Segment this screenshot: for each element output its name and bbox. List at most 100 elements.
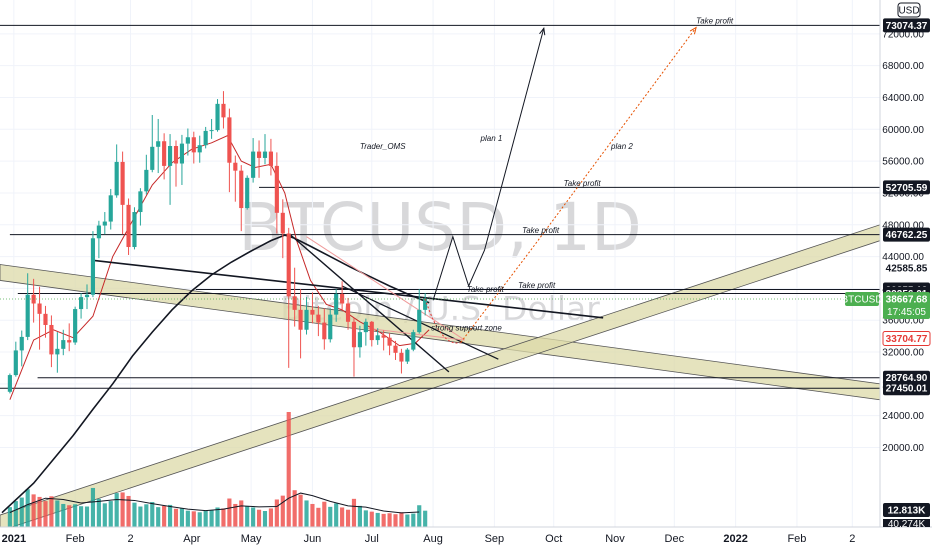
time-tick-label: Nov (605, 533, 625, 545)
candle-body (132, 212, 137, 248)
volume-bar (292, 490, 297, 527)
price-tag-label: 27450.01 (886, 384, 928, 395)
pullback-path (424, 298, 461, 344)
volume-bar (310, 503, 315, 527)
annotation-label: plan 1 (480, 134, 503, 143)
volume-bar (126, 495, 131, 527)
volume-bar (43, 501, 48, 527)
volume-bar (197, 512, 202, 527)
candle-body (173, 146, 179, 164)
volume-bar (79, 506, 84, 527)
candle-body (144, 169, 149, 192)
time-tick-label: May (241, 533, 262, 545)
price-tag-label: 73074.37 (886, 21, 928, 32)
candle-body (233, 162, 238, 171)
candle-body (90, 238, 96, 295)
candle-body (25, 294, 30, 337)
candle-body (114, 161, 119, 196)
candle-body (345, 303, 351, 322)
price-tag-box (883, 227, 930, 242)
candle-body (185, 137, 190, 144)
annotations: Take profit Take profit Take profit Take pr… (431, 17, 734, 333)
candle-body (227, 117, 232, 163)
candle-body (138, 191, 143, 213)
volume-bar (245, 506, 250, 527)
volume-bar (334, 503, 339, 527)
current-price-label: 38667.68 (886, 294, 928, 305)
candle-body (61, 340, 66, 349)
time-tick-label: 2 (127, 533, 133, 545)
volume-bar (209, 510, 214, 527)
volume-bar (298, 494, 303, 527)
projection-paths (424, 26, 697, 344)
volume-bar (25, 489, 30, 527)
candle-body (262, 151, 268, 158)
plan2-path (460, 27, 697, 343)
candle-body (286, 233, 291, 297)
time-tick-label: Oct (545, 533, 562, 545)
candle-body (304, 309, 309, 330)
currency-badge[interactable]: USD (897, 2, 921, 18)
candle-body (245, 177, 250, 209)
author-label: Trader_OMS (360, 142, 406, 151)
volume-bar (55, 500, 60, 527)
candle-body (209, 130, 214, 132)
volume-bar (357, 505, 362, 527)
volume-bar (393, 514, 398, 527)
watermark-title: BTCUSD, 1D (238, 189, 642, 266)
candle-body (67, 340, 72, 343)
candle-body (73, 309, 78, 343)
price-tag-label: 46762.25 (886, 230, 928, 241)
candle-body (215, 103, 220, 131)
fan-line (306, 236, 465, 341)
price-tag-label: 28764.90 (886, 373, 928, 384)
price-tick-label: 44000.00 (882, 252, 924, 263)
volume-bar (150, 502, 155, 527)
volume-bar (13, 501, 18, 527)
candle-body (49, 324, 54, 355)
price-tick-label: 32000.00 (882, 348, 924, 359)
candle-body (417, 309, 422, 333)
volume-bar (84, 506, 90, 527)
volume-bar (7, 507, 12, 527)
volume-bar (340, 507, 345, 527)
time-tick-label: Jun (304, 533, 322, 545)
candle-body (387, 337, 392, 346)
candle-body (292, 296, 297, 310)
price-tag-box (882, 330, 931, 346)
price-tick-label: 56000.00 (882, 157, 924, 168)
volume-bar (345, 509, 351, 527)
candle-body (399, 352, 404, 362)
candle-body (13, 350, 18, 376)
volume-bar (423, 510, 428, 527)
horizontal-levels (0, 24, 880, 389)
volume-bar (191, 511, 196, 527)
current-price-box (883, 291, 930, 319)
time-axis[interactable]: 2021 Feb 2 Apr May Jun Jul Aug Sep Oct Nov Dec 2022 F… (0, 526, 932, 550)
volume-bar (411, 513, 416, 527)
volume-bar (239, 500, 244, 527)
volume-bar (114, 493, 119, 527)
volume-bar (387, 513, 392, 527)
candle-body (96, 225, 101, 239)
price-tag-label: 33704.77 (886, 334, 928, 345)
candle-body (363, 321, 368, 333)
volume-bar (173, 508, 179, 527)
volume-bar (280, 495, 285, 527)
candle-body (108, 195, 113, 222)
volume-bar (96, 498, 101, 527)
volume-bar (215, 507, 220, 527)
candle-body (322, 322, 327, 340)
candle-body (162, 141, 167, 166)
time-tick-label: Sep (485, 533, 505, 545)
candle-body (375, 335, 380, 341)
ma-long-line (1, 234, 430, 514)
time-tick-label: 2021 (2, 533, 26, 545)
volume-bar (73, 504, 78, 527)
candle-body (423, 298, 428, 310)
candlestick-series (7, 91, 428, 394)
time-tick-label: Feb (787, 533, 806, 545)
time-tick-label: Jul (365, 533, 379, 545)
